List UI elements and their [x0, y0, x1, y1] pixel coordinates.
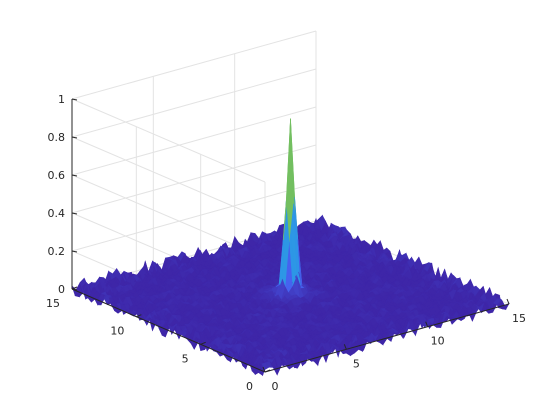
z-tick-label: 1: [58, 93, 65, 106]
backwall-grid-z-line: [71, 30, 317, 100]
backwall-grid-z-line: [71, 144, 317, 214]
y-tick-label: 0: [246, 380, 253, 393]
z-tick-label: 0: [58, 283, 65, 296]
z-tick-label: 0.2: [48, 245, 66, 258]
y-tick-label: 5: [182, 352, 189, 365]
sidewall-grid-z-line: [71, 136, 266, 221]
surface-layer: [71, 118, 510, 377]
backwall-grid-z-line: [71, 68, 317, 138]
x-tick-label: 5: [353, 357, 360, 370]
backwall-grid-z-line: [71, 106, 317, 176]
z-tick-label: 0.4: [48, 207, 66, 220]
z-tick-label: 0.8: [48, 131, 66, 144]
x-tick-label: 0: [272, 380, 279, 393]
y-tick-label: 15: [46, 297, 60, 310]
z-tick-label: 0.6: [48, 169, 66, 182]
backwall-grid-z-line: [71, 182, 317, 252]
x-tick-label: 10: [431, 335, 445, 348]
x-tick-label: 15: [512, 312, 526, 325]
y-tick-label: 10: [110, 325, 124, 338]
sidewall-grid-z-line: [71, 98, 266, 183]
